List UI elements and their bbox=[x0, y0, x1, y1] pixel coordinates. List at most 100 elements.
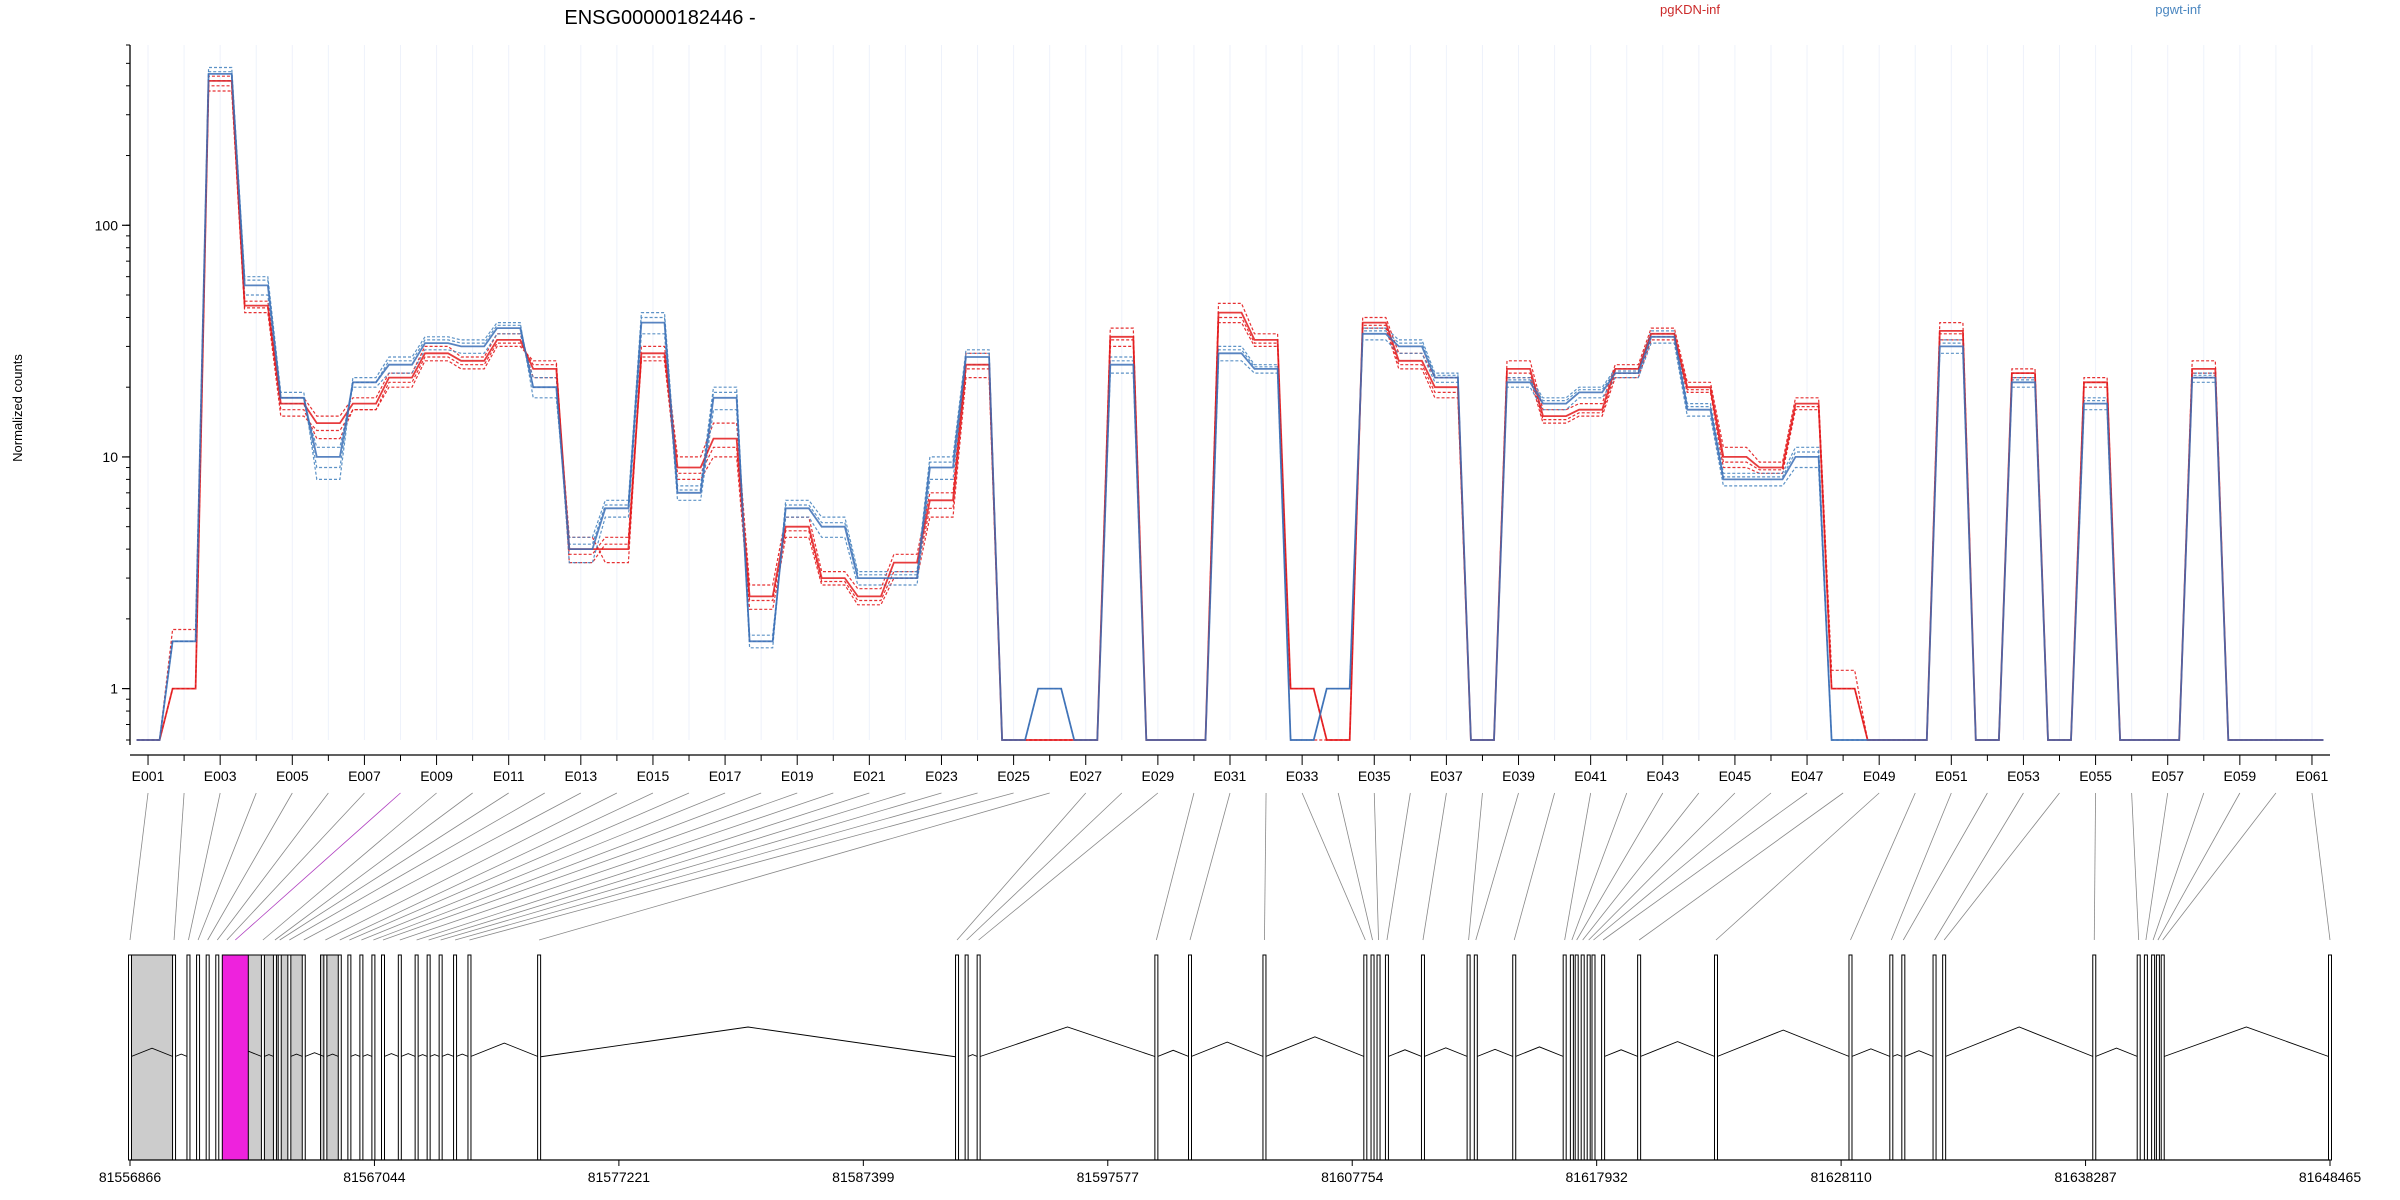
genomic-tick-label: 81567044 bbox=[343, 1169, 406, 1185]
x-tick-label: E001 bbox=[132, 768, 165, 784]
intron-line bbox=[399, 1053, 417, 1058]
x-tick-label: E047 bbox=[1791, 768, 1824, 784]
intron-line bbox=[1602, 1049, 1640, 1058]
connector-line bbox=[1301, 792, 1366, 941]
connector-line bbox=[454, 792, 978, 941]
exon-bar bbox=[1512, 954, 1517, 1161]
exon-bar bbox=[2160, 954, 2165, 1161]
connector-line bbox=[539, 792, 1050, 941]
intron-line bbox=[262, 1054, 276, 1058]
connector-line bbox=[1337, 792, 1373, 941]
connector-line bbox=[197, 792, 257, 941]
exon-bar bbox=[537, 954, 542, 1161]
connector-line bbox=[416, 792, 870, 941]
intron-line bbox=[1189, 1041, 1265, 1058]
x-tick-label: E009 bbox=[420, 768, 453, 784]
x-tick-label: E031 bbox=[1214, 768, 1247, 784]
exon-bar bbox=[347, 954, 352, 1161]
exon-bar bbox=[1370, 954, 1375, 1161]
intron-line bbox=[1475, 1048, 1515, 1058]
exon-bar bbox=[1591, 954, 1596, 1161]
legend-pgKDN-inf: pgKDN-inf bbox=[1660, 2, 1720, 17]
x-tick-label: E007 bbox=[348, 768, 381, 784]
chart-title: ENSG00000182446 - bbox=[564, 7, 755, 29]
x-tick-label: E049 bbox=[1863, 768, 1896, 784]
x-tick-label: E015 bbox=[637, 768, 670, 784]
intron-line bbox=[1903, 1050, 1935, 1058]
intron-line bbox=[1514, 1046, 1565, 1058]
exon-bar bbox=[1466, 954, 1471, 1161]
connector-line bbox=[1386, 792, 1411, 941]
genomic-tick-label: 81638287 bbox=[2054, 1169, 2117, 1185]
exon-connector-lines bbox=[129, 792, 2331, 941]
exon-bar bbox=[1580, 954, 1585, 1161]
exon-bar bbox=[2328, 954, 2332, 1161]
exon-bar bbox=[323, 954, 328, 1161]
exon-bar bbox=[453, 954, 458, 1161]
connector-line bbox=[349, 792, 690, 941]
exon-bar bbox=[1848, 954, 1853, 1161]
connector-line bbox=[1890, 792, 1952, 941]
connector-line bbox=[2131, 792, 2140, 941]
connector-line bbox=[2311, 792, 2331, 941]
genomic-tick-label: 81556866 bbox=[99, 1169, 162, 1185]
intron-line bbox=[1264, 1036, 1366, 1058]
exon-bar bbox=[260, 954, 265, 1161]
series-lines bbox=[136, 66, 2324, 741]
replicate-line-pgKDN-inf bbox=[136, 85, 2324, 741]
highlighted-exon bbox=[221, 954, 249, 1161]
x-tick-label: E033 bbox=[1286, 768, 1319, 784]
replicate-line-pgwt-inf bbox=[136, 71, 2324, 741]
genomic-tick-label: 81587399 bbox=[832, 1169, 895, 1185]
exon-bar bbox=[196, 954, 201, 1161]
x-tick-label: E039 bbox=[1502, 768, 1535, 784]
exon-bar bbox=[1569, 954, 1574, 1161]
exon-bar bbox=[2092, 954, 2097, 1161]
y-axis-label: Normalized counts bbox=[10, 354, 25, 462]
genomic-tick-label: 81577221 bbox=[588, 1169, 651, 1185]
connector-line bbox=[382, 792, 798, 941]
genomic-tick-label: 81648465 bbox=[2299, 1169, 2362, 1185]
y-axis: 1 10 100 bbox=[95, 44, 131, 745]
intron-line bbox=[303, 1052, 326, 1058]
exon-bar bbox=[287, 954, 292, 1161]
connector-line bbox=[1189, 792, 1231, 941]
intron-line bbox=[325, 1053, 340, 1058]
connector-line bbox=[1602, 792, 1808, 941]
exon-bar bbox=[1187, 954, 1192, 1161]
intron-line bbox=[349, 1054, 362, 1058]
genomic-tick-label: 81628110 bbox=[1810, 1169, 1871, 1185]
connector-line bbox=[2152, 792, 2205, 941]
connector-line bbox=[1934, 792, 2024, 941]
connector-line bbox=[440, 792, 942, 941]
intron-line bbox=[440, 1053, 456, 1058]
exon-bar bbox=[1932, 954, 1937, 1161]
intron-line bbox=[539, 1026, 958, 1058]
y-tick-label: 100 bbox=[95, 217, 119, 233]
exon-bar bbox=[1942, 954, 1947, 1161]
intron-line bbox=[454, 1053, 470, 1058]
exon-bar bbox=[964, 954, 969, 1161]
x-tick-label: E061 bbox=[2296, 768, 2329, 784]
mean-line-pgwt-inf bbox=[136, 73, 2324, 741]
connector-line bbox=[2145, 792, 2169, 941]
connector-line bbox=[373, 792, 762, 941]
x-tick-label: E043 bbox=[1646, 768, 1679, 784]
connector-line bbox=[1943, 792, 2060, 941]
exon-bar bbox=[337, 954, 342, 1161]
exon-bar bbox=[414, 954, 419, 1161]
connector-line bbox=[1576, 792, 1664, 941]
exon-bar bbox=[205, 954, 210, 1161]
intron-line bbox=[1422, 1047, 1469, 1058]
connector-line bbox=[956, 792, 1087, 941]
x-tick-label: E005 bbox=[276, 768, 309, 784]
intron-line bbox=[416, 1054, 429, 1058]
intron-line bbox=[428, 1054, 441, 1058]
exon-bar bbox=[467, 954, 472, 1161]
intron-line bbox=[361, 1054, 374, 1058]
exon-bar bbox=[438, 954, 443, 1161]
x-tick-label: E013 bbox=[564, 768, 597, 784]
exon-bar bbox=[1586, 954, 1591, 1161]
x-tick-label: E025 bbox=[997, 768, 1030, 784]
genomic-tick-label: 81607754 bbox=[1321, 1169, 1384, 1185]
